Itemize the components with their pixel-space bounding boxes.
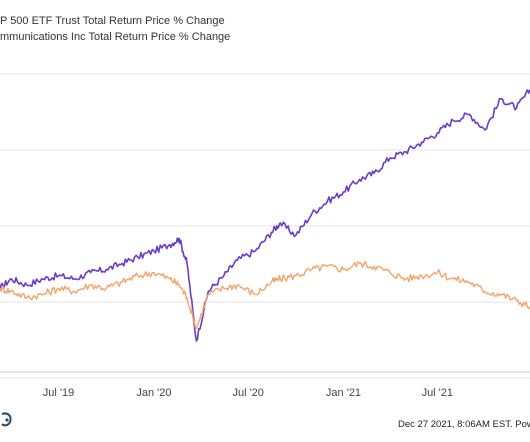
legend-label-series-2: mmunications Inc Total Return Price % Ch… [0, 31, 231, 43]
x-tick-label: Jan '20 [136, 387, 171, 399]
x-tick-label: Jul '19 [43, 387, 74, 399]
series-line-2[interactable] [0, 260, 530, 330]
series-lines [0, 89, 530, 342]
legend-label-series-1: P 500 ETF Trust Total Return Price % Cha… [0, 15, 225, 27]
x-tick-label: Jan '21 [326, 387, 361, 399]
legend-item-series-2[interactable]: mmunications Inc Total Return Price % Ch… [0, 29, 530, 45]
ycharts-logo-icon [1, 412, 12, 427]
footer-timestamp: Dec 27 2021, 8:06AM EST. Powered b [398, 419, 530, 430]
series-line-1[interactable] [0, 89, 530, 342]
brand-logo[interactable] [0, 408, 16, 432]
legend-item-series-1[interactable]: P 500 ETF Trust Total Return Price % Cha… [0, 13, 530, 29]
x-tick-label: Jul '20 [232, 387, 263, 399]
chart-legend: P 500 ETF Trust Total Return Price % Cha… [0, 0, 530, 46]
grid-lines [0, 73, 530, 379]
x-axis-ticks: Jul '19 Jan '20 Jul '20 Jan '21 Jul '21 [0, 371, 530, 399]
x-tick-label: Jul '21 [422, 387, 453, 399]
